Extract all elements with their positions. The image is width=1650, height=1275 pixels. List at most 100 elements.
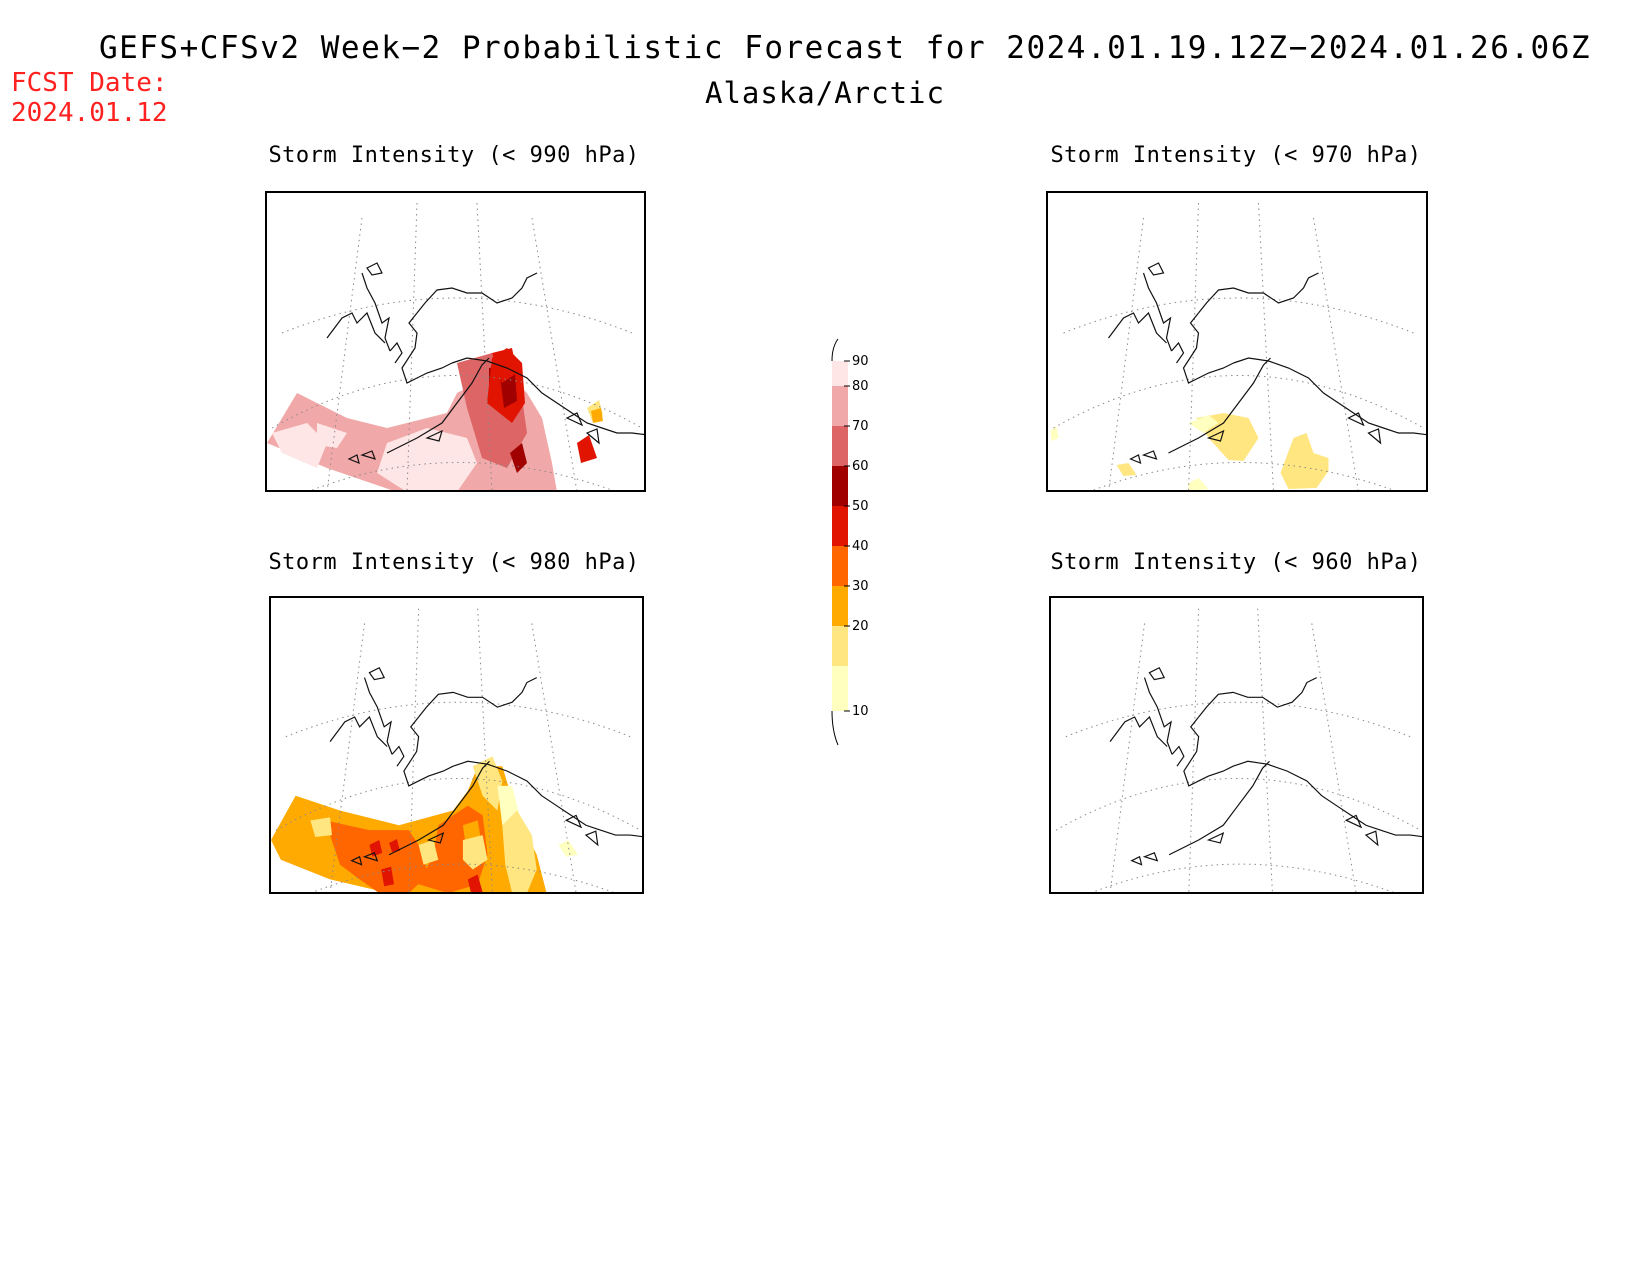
graticule-line xyxy=(329,623,365,892)
colorbar-swatch xyxy=(832,466,848,506)
shade-60 xyxy=(510,443,527,473)
graticule-line xyxy=(1311,623,1357,892)
coastline-970 xyxy=(1108,262,1426,464)
colorbar-ticks: 10 20 30 40 50 60 70 80 90 xyxy=(844,354,869,719)
graticule-line xyxy=(1055,778,1421,831)
map-panel-990 xyxy=(265,191,646,492)
shade-10 xyxy=(1188,415,1219,433)
shade-10 xyxy=(1188,478,1209,490)
graticule-line xyxy=(1108,217,1144,490)
coastline xyxy=(362,852,379,862)
colorbar-swatch xyxy=(832,626,848,666)
graticule-990 xyxy=(271,202,643,490)
shade-90 xyxy=(377,428,477,490)
shade-20 xyxy=(462,835,488,870)
coastline xyxy=(1171,341,1185,364)
shade-20 xyxy=(1116,463,1137,476)
map-panel-980 xyxy=(269,596,644,894)
graticule-line xyxy=(1109,623,1145,892)
coastline xyxy=(1141,450,1158,460)
coastline-990 xyxy=(326,262,644,464)
coastline xyxy=(1198,677,1318,718)
shade-20 xyxy=(1280,433,1329,489)
shade-50 xyxy=(389,839,400,852)
coastline xyxy=(366,262,383,276)
shade-50 xyxy=(467,874,483,892)
coastline xyxy=(1232,760,1422,838)
colorbar: 10 20 30 40 50 60 70 80 90 xyxy=(831,338,869,746)
colorbar-swatch xyxy=(832,666,848,711)
graticule-line xyxy=(1258,202,1274,490)
graticule-line xyxy=(326,217,363,490)
coastline xyxy=(452,760,642,838)
colorbar-swatch xyxy=(832,361,848,386)
colorbar-tick-label: 40 xyxy=(852,539,869,554)
coastline xyxy=(1206,832,1225,844)
graticule-line xyxy=(1092,863,1394,892)
map-svg-970 xyxy=(1050,202,1426,490)
graticule-line xyxy=(1092,462,1395,490)
shade-50 xyxy=(577,435,597,463)
coastline xyxy=(326,311,386,344)
graticule-line xyxy=(531,623,577,892)
colorbar-tick-label: 90 xyxy=(852,354,869,369)
colorbar-tick-label: 20 xyxy=(852,619,869,634)
coastline xyxy=(363,677,393,755)
shade-20 xyxy=(502,810,537,892)
coastline xyxy=(1147,262,1165,276)
colorbar-swatch xyxy=(832,386,848,426)
graticule-line xyxy=(1053,375,1424,429)
coastline xyxy=(403,716,454,787)
shade-90 xyxy=(317,423,347,448)
graticule-line xyxy=(531,217,578,490)
colorbar-swatch xyxy=(832,586,848,626)
coastline xyxy=(391,745,405,767)
coastline xyxy=(1148,666,1166,681)
coastline xyxy=(401,312,453,384)
coastline xyxy=(329,715,388,747)
panel-title-970: Storm Intensity (< 970 hPa) xyxy=(1050,143,1422,168)
colorbar-tick-label: 60 xyxy=(852,459,869,474)
graticule-line xyxy=(271,375,643,429)
coastline-980 xyxy=(329,666,642,866)
coastline xyxy=(1364,830,1379,847)
coastline xyxy=(388,760,490,856)
shade-50 xyxy=(369,840,383,857)
colorbar-swatch xyxy=(832,546,848,586)
coastline xyxy=(425,429,443,442)
coastline xyxy=(1171,745,1185,767)
colorbar-top-cap xyxy=(831,338,839,362)
panel-title-960: Storm Intensity (< 960 hPa) xyxy=(1050,550,1422,575)
main-title: GEFS+CFSv2 Week−2 Probabilistic Forecast… xyxy=(98,30,1592,66)
map-svg-960 xyxy=(1055,608,1422,892)
map-svg-980 xyxy=(271,608,642,892)
coastline xyxy=(1344,814,1363,829)
graticule-960 xyxy=(1055,608,1421,892)
shade-10 xyxy=(558,840,579,857)
map-panel-960 xyxy=(1049,596,1424,894)
coastline xyxy=(1142,272,1173,352)
shade-20 xyxy=(310,817,333,838)
coastline xyxy=(1109,715,1168,747)
coastline xyxy=(368,666,386,681)
graticule-970 xyxy=(1053,202,1424,490)
coastline xyxy=(584,830,599,847)
graticule-line xyxy=(275,778,641,831)
coastline xyxy=(361,272,391,352)
shade-10 xyxy=(1050,426,1059,441)
forecast-date-label: FCST Date: xyxy=(11,68,168,98)
coastline xyxy=(1206,429,1225,442)
graticule-line xyxy=(1313,217,1359,490)
coastline xyxy=(418,677,538,718)
coastline xyxy=(1108,311,1167,344)
shade-20 xyxy=(472,756,503,811)
coastline xyxy=(1198,272,1319,314)
coastline xyxy=(1347,412,1365,427)
colorbar-tick-label: 10 xyxy=(852,704,869,719)
shade-90 xyxy=(272,423,327,468)
shading-990 xyxy=(267,348,603,490)
forecast-date-value: 2024.01.12 xyxy=(11,98,168,128)
coastline xyxy=(1142,852,1159,862)
coastline xyxy=(416,272,538,314)
coastline xyxy=(565,412,584,427)
